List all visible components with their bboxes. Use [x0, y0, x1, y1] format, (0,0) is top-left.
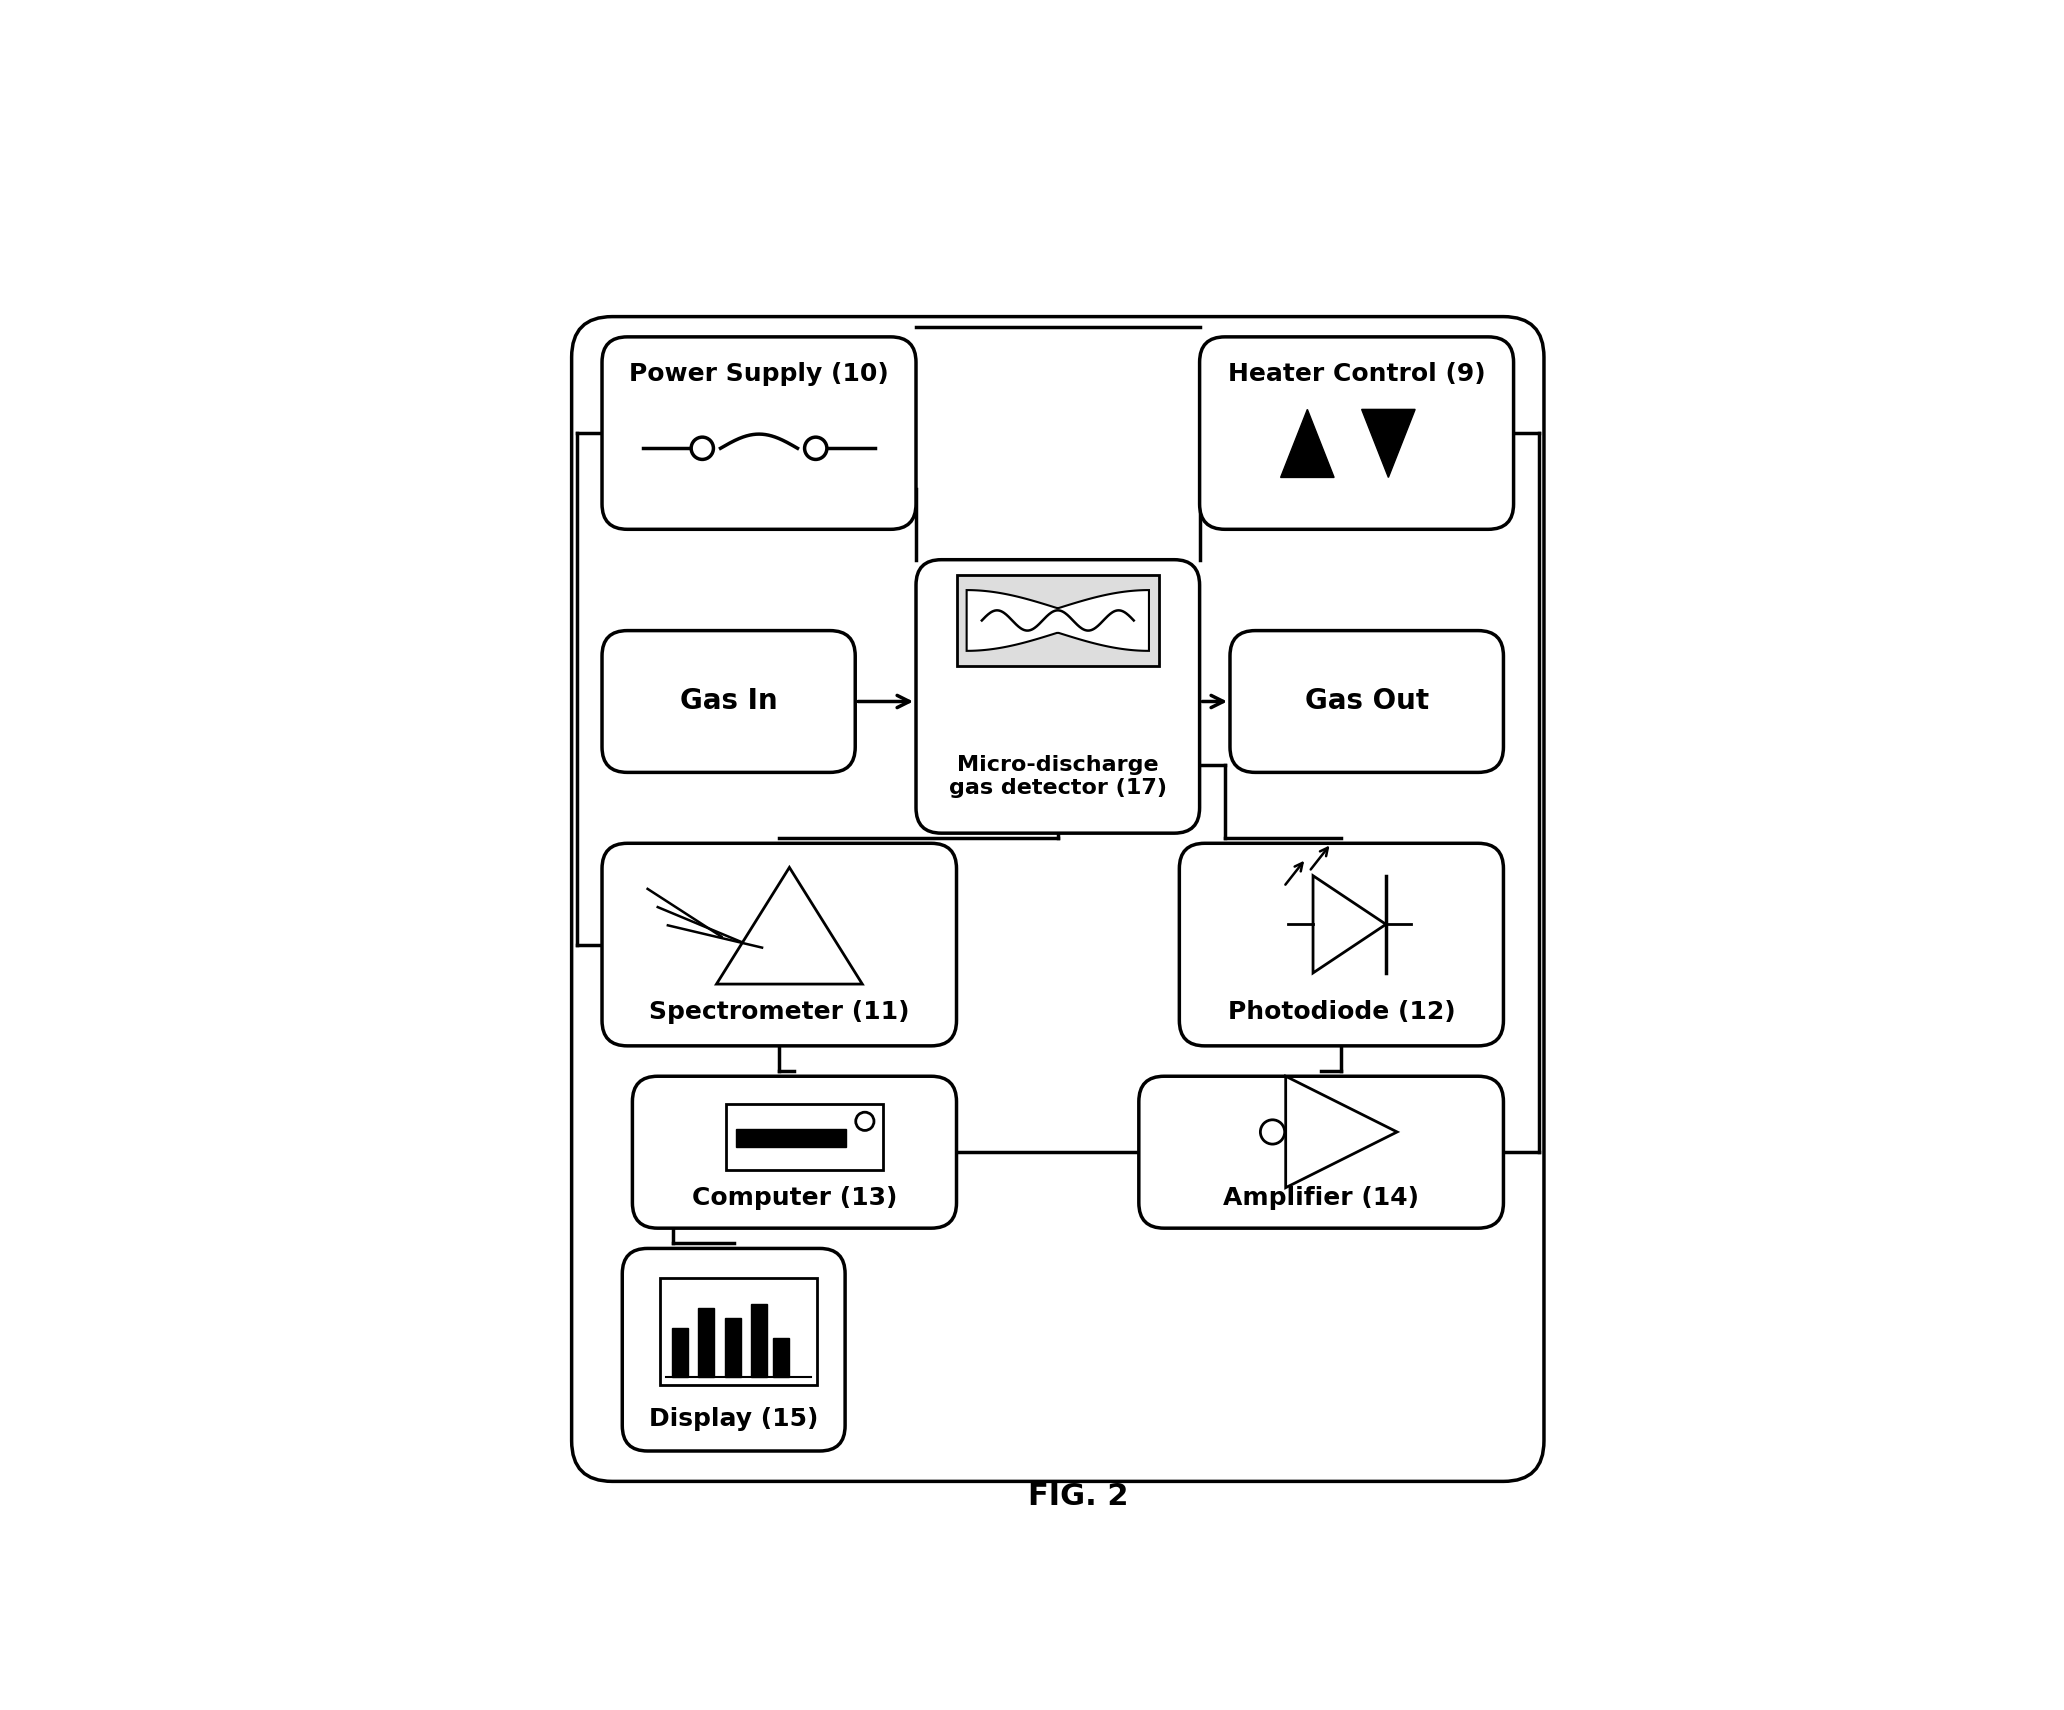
Polygon shape: [966, 590, 1150, 652]
Polygon shape: [1362, 409, 1416, 477]
Text: Amplifier (14): Amplifier (14): [1224, 1187, 1420, 1211]
FancyBboxPatch shape: [1139, 1076, 1503, 1228]
FancyBboxPatch shape: [1179, 843, 1503, 1047]
Text: FIG. 2: FIG. 2: [1028, 1483, 1129, 1512]
Bar: [660, 1279, 817, 1385]
Polygon shape: [916, 489, 1199, 559]
Text: Power Supply (10): Power Supply (10): [630, 363, 890, 386]
Bar: [673, 1329, 687, 1377]
Text: Spectrometer (11): Spectrometer (11): [648, 1000, 910, 1024]
Text: Heater Control (9): Heater Control (9): [1228, 363, 1486, 386]
Text: Computer (13): Computer (13): [691, 1187, 898, 1211]
FancyBboxPatch shape: [621, 1248, 844, 1452]
Text: Photodiode (12): Photodiode (12): [1228, 1000, 1455, 1024]
Bar: [698, 1308, 714, 1377]
Text: Gas Out: Gas Out: [1304, 687, 1428, 715]
Bar: [956, 575, 1160, 667]
Text: Gas In: Gas In: [679, 687, 778, 715]
Bar: [724, 1318, 741, 1377]
FancyBboxPatch shape: [572, 316, 1544, 1481]
Text: Micro-discharge
gas detector (17): Micro-discharge gas detector (17): [949, 754, 1166, 797]
Polygon shape: [1280, 409, 1333, 477]
FancyBboxPatch shape: [603, 843, 956, 1047]
FancyBboxPatch shape: [1230, 631, 1503, 773]
Bar: [737, 1129, 846, 1147]
Bar: [774, 1337, 788, 1377]
FancyBboxPatch shape: [1199, 337, 1513, 530]
FancyBboxPatch shape: [603, 337, 916, 530]
FancyBboxPatch shape: [603, 631, 854, 773]
FancyBboxPatch shape: [632, 1076, 956, 1228]
Bar: [727, 1105, 883, 1170]
Bar: [751, 1303, 768, 1377]
FancyBboxPatch shape: [916, 559, 1199, 833]
Text: Display (15): Display (15): [648, 1407, 819, 1431]
